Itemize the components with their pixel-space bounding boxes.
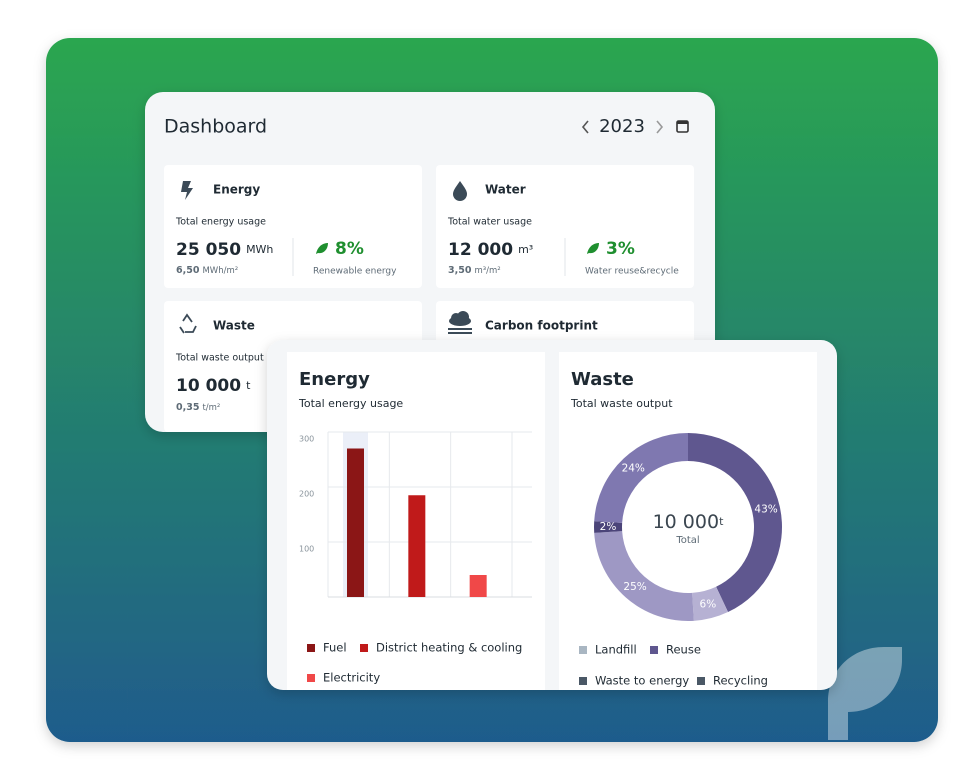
legend-label: Waste to energy (595, 674, 689, 688)
tile-value: 12 000 m³ (448, 240, 533, 260)
energy-tile (164, 165, 422, 288)
tile-title: Energy (213, 183, 260, 197)
prev-year[interactable] (581, 120, 589, 134)
donut-segment (688, 433, 782, 613)
value: 0,35 (176, 402, 199, 413)
donut-segment (594, 521, 623, 533)
recycle-icon (179, 313, 197, 334)
y-tick-label: 100 (299, 545, 314, 554)
legend-swatch (307, 644, 315, 652)
legend-swatch (360, 644, 368, 652)
legend-swatch (579, 646, 587, 654)
donut-segment (594, 433, 688, 523)
data-label: 2% (600, 521, 617, 533)
chart-subtitle: Total waste output (570, 397, 673, 410)
value: 10 000 (176, 376, 241, 396)
value: 12 000 (448, 240, 513, 260)
leaf-logo (828, 647, 902, 740)
data-label: 43% (754, 504, 777, 516)
tile-label: Total water usage (447, 217, 532, 228)
unit: MWh/m² (202, 266, 238, 276)
tile-title: Waste (213, 319, 255, 333)
legend-swatch (307, 674, 315, 682)
tile-label: Total waste output (175, 353, 264, 364)
tile-value: 25 050 MWh (176, 240, 273, 260)
intensity: 3,50 m³/m² (448, 265, 501, 276)
dashboard-title: Dashboard (164, 116, 267, 138)
legend-label: Recycling (713, 674, 768, 688)
value: 6,50 (176, 265, 200, 276)
donut-segment (594, 531, 694, 621)
y-tick-label: 300 (299, 435, 314, 444)
data-label: 6% (700, 598, 717, 610)
y-tick-label: 200 (299, 490, 314, 499)
tile-title: Carbon footprint (485, 319, 598, 333)
intensity: 0,35 t/m² (176, 402, 220, 413)
bar (408, 495, 426, 597)
share: 8% (335, 239, 364, 259)
bolt-icon (181, 181, 193, 200)
center-value: 10 000 (653, 511, 719, 533)
donut-segment (692, 586, 729, 621)
tile-label: Total energy usage (175, 217, 266, 228)
legend-swatch (697, 677, 705, 685)
intensity: 6,50 MWh/m² (176, 265, 238, 276)
chart-subtitle: Total energy usage (298, 397, 403, 410)
data-label: 25% (623, 581, 646, 593)
tile-title: Water (485, 183, 526, 197)
legend-label: Electricity (323, 671, 380, 685)
legend-swatch (650, 646, 658, 654)
unit: t/m² (202, 403, 220, 413)
water-tile (436, 165, 694, 288)
next-year[interactable] (656, 120, 664, 134)
bar (469, 575, 487, 597)
chart-title: Waste (571, 369, 634, 390)
share-label: Renewable energy (313, 267, 397, 277)
data-label: 24% (622, 463, 645, 475)
value: 3,50 (448, 265, 472, 276)
unit: m³ (518, 243, 533, 256)
share: 3% (606, 239, 635, 259)
chart-title: Energy (299, 369, 370, 390)
tile-value: 10 000 t (176, 376, 251, 396)
unit: t (246, 379, 251, 392)
cloud-icon (448, 311, 472, 334)
legend-label: Reuse (666, 643, 701, 657)
legend-label: District heating & cooling (376, 641, 522, 655)
center-label: Total (675, 535, 699, 546)
tile-texts: Energy Total energy usage 25 050 MWh 6,50… (175, 183, 679, 413)
legend-swatch (579, 677, 587, 685)
unit: MWh (246, 243, 273, 256)
legend-label: Fuel (323, 641, 347, 655)
drop-icon (453, 181, 467, 201)
value: 25 050 (176, 240, 241, 260)
leaf-icon (316, 243, 328, 254)
share-label: Water reuse&recycle (585, 267, 679, 277)
year: 2023 (599, 116, 645, 137)
center-unit: t (719, 515, 724, 528)
legend-label: Landfill (595, 643, 637, 657)
bar (347, 448, 364, 597)
unit: m³/m² (474, 266, 500, 276)
calendar-icon[interactable] (676, 120, 689, 133)
center-value: 10 000t (653, 511, 724, 533)
leaf-icon (587, 243, 599, 254)
